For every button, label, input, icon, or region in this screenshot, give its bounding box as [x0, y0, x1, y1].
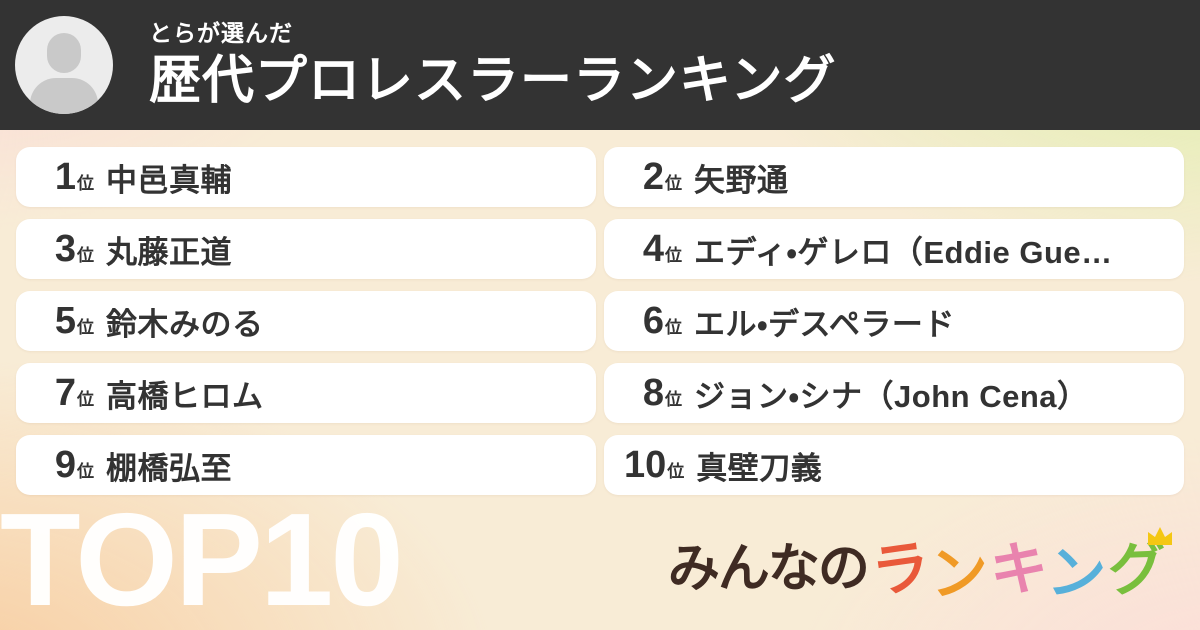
wrestler-name: 矢野通 [694, 162, 789, 198]
wrestler-name: エル・デスペラード [694, 306, 955, 342]
ranking-card-10: 10 位 真壁刀義 [604, 435, 1184, 495]
wrestler-name: 中邑真輔 [106, 162, 232, 198]
rank-suffix: 位 [77, 390, 94, 409]
logo-text-minnano: みんなの [667, 540, 870, 598]
rank-number: 9 [54, 444, 76, 486]
rank-suffix: 位 [665, 246, 682, 265]
person-icon-shoulders [30, 78, 98, 114]
wrestler-name: 鈴木みのる [106, 306, 264, 342]
top10-watermark: TOP10 [0, 486, 404, 630]
minna-no-ranking-logo: みんなの ラ ン キ ン グ [667, 527, 1172, 609]
rank-number: 10 [624, 444, 667, 486]
rank-number: 4 [642, 228, 664, 270]
rank-suffix: 位 [665, 174, 682, 193]
chooser-subtitle: とらが選んだ [149, 20, 293, 47]
page-title: 歴代プロレスラーランキング [149, 51, 837, 110]
logo-text-ra: ラ [867, 533, 935, 606]
rank-suffix: 位 [665, 390, 682, 409]
rank-number: 1 [54, 156, 76, 198]
rank-number: 3 [54, 228, 76, 270]
person-icon [47, 33, 81, 73]
rank-number: 7 [54, 372, 76, 414]
rank-suffix: 位 [77, 246, 94, 265]
wrestler-name: エディ・ゲレロ（Eddie Gue… [694, 234, 1113, 270]
logo-text-n1: ン [928, 539, 990, 608]
crown-icon [1148, 527, 1172, 545]
logo-text-ki: キ [988, 536, 1050, 603]
rank-number: 2 [642, 156, 664, 198]
rank-suffix: 位 [77, 174, 94, 193]
wrestler-name: 高橋ヒロム [106, 378, 264, 414]
rank-suffix: 位 [77, 318, 94, 337]
user-avatar [15, 16, 113, 114]
wrestler-name: ジョン・シナ（John Cena） [694, 378, 1089, 414]
rank-suffix: 位 [77, 462, 94, 481]
header-bar: とらが選んだ 歴代プロレスラーランキング [0, 0, 1200, 130]
rank-number: 8 [642, 372, 664, 414]
logo-text-gu: グ [1106, 536, 1168, 603]
wrestler-name: 丸藤正道 [106, 234, 232, 270]
wrestler-name: 棚橋弘至 [106, 450, 232, 486]
logo-text-n2: ン [1044, 539, 1109, 610]
rank-suffix: 位 [665, 318, 682, 337]
wrestler-name: 真壁刀義 [696, 450, 823, 486]
rank-badge: 10 位 [624, 446, 684, 484]
rank-number: 6 [642, 300, 664, 342]
rank-number: 5 [54, 300, 76, 342]
header-text: とらが選んだ 歴代プロレスラーランキング [149, 20, 836, 110]
rank-suffix: 位 [667, 462, 685, 481]
